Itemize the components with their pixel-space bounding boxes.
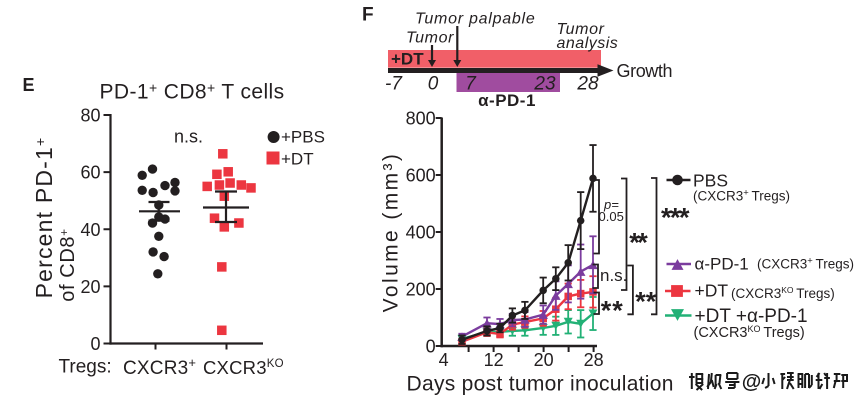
svg-text:0: 0 [428, 74, 439, 95]
svg-text:(CXCR3KO Tregs): (CXCR3KO Tregs) [694, 324, 805, 341]
svg-text:**: ** [635, 287, 657, 317]
svg-text:PD-1+ CD8+ T cells: PD-1+ CD8+ T cells [99, 80, 284, 104]
svg-text:+DT: +DT [281, 150, 314, 169]
svg-text:+DT +α-PD-1: +DT +α-PD-1 [695, 306, 808, 327]
svg-text:***: *** [661, 203, 690, 233]
svg-text:α-PD-1: α-PD-1 [478, 91, 536, 110]
svg-text:Days post tumor inoculation: Days post tumor inoculation [407, 373, 674, 396]
svg-text:400: 400 [406, 223, 436, 243]
svg-text:800: 800 [406, 109, 436, 129]
svg-text:analysis: analysis [557, 35, 619, 52]
svg-text:80: 80 [80, 106, 100, 126]
svg-text:(CXCR3KO Tregs): (CXCR3KO Tregs) [731, 285, 835, 301]
svg-text:20: 20 [80, 277, 100, 297]
svg-text:Tregs:: Tregs: [59, 357, 112, 378]
svg-text:23: 23 [533, 74, 556, 95]
svg-text:+DT: +DT [695, 281, 729, 301]
svg-text:F: F [362, 5, 374, 26]
svg-text:E: E [23, 75, 35, 95]
svg-text:CXCR3KO: CXCR3KO [203, 357, 284, 378]
svg-text:20: 20 [534, 350, 554, 370]
svg-text:7: 7 [465, 74, 477, 95]
svg-text:p=: p= [603, 197, 619, 212]
svg-text:n.s.: n.s. [600, 266, 627, 285]
svg-text:PBS: PBS [693, 171, 728, 191]
svg-text:12: 12 [484, 350, 504, 370]
svg-text:28: 28 [584, 350, 604, 370]
svg-text:CXCR3+: CXCR3+ [123, 355, 196, 379]
svg-text:600: 600 [406, 166, 436, 186]
svg-text:Percent PD-1+: Percent PD-1+ [31, 137, 57, 299]
svg-text:@: @ [742, 371, 762, 393]
svg-text:α-PD-1: α-PD-1 [695, 255, 749, 274]
svg-text:Tumor: Tumor [557, 21, 605, 38]
svg-text:60: 60 [80, 163, 100, 183]
svg-text:+DT: +DT [391, 50, 424, 69]
svg-text:Tumor: Tumor [406, 30, 454, 47]
svg-text:0.05: 0.05 [599, 209, 624, 224]
svg-text:Growth: Growth [617, 61, 673, 81]
svg-text:+PBS: +PBS [281, 128, 325, 147]
svg-text:28: 28 [576, 74, 599, 95]
svg-text:40: 40 [80, 220, 100, 240]
svg-text:4: 4 [439, 350, 449, 370]
svg-text:**: ** [601, 296, 624, 326]
svg-text:n.s.: n.s. [174, 127, 203, 147]
svg-text:Tumor palpable: Tumor palpable [415, 11, 535, 28]
svg-text:(CXCR3+ Tregs): (CXCR3+ Tregs) [757, 256, 854, 272]
svg-text:0: 0 [90, 334, 100, 354]
svg-text:Volume (mm³): Volume (mm³) [380, 152, 403, 313]
svg-text:0: 0 [426, 337, 436, 357]
svg-text:-7: -7 [385, 74, 403, 95]
svg-text:200: 200 [406, 280, 436, 300]
svg-text:of CD8+: of CD8+ [57, 228, 79, 301]
svg-text:(CXCR3+ Tregs): (CXCR3+ Tregs) [693, 188, 790, 204]
